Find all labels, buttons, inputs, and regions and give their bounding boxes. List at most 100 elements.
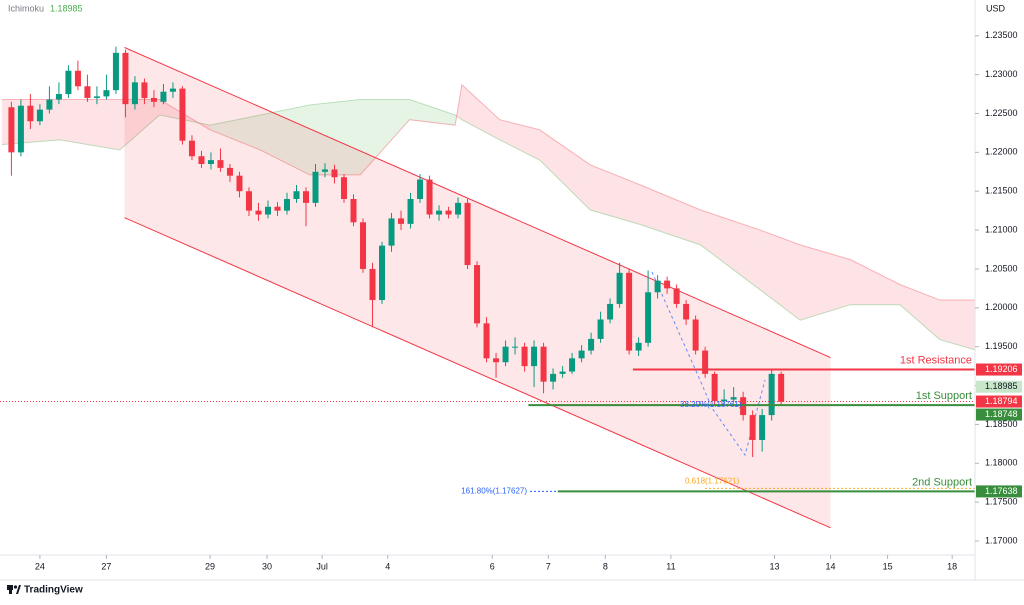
y-tick-label: 1.18000 <box>985 458 1018 468</box>
candle-body <box>322 169 328 172</box>
candle-body <box>597 319 604 339</box>
y-tick-label: 1.18500 <box>985 419 1018 429</box>
candle-body <box>312 171 319 203</box>
candle-body <box>578 350 585 359</box>
candle-body <box>217 160 224 168</box>
candle-body <box>46 99 53 110</box>
price-tag <box>976 363 1022 376</box>
price-tag-label: 1.18985 <box>985 381 1018 391</box>
candle-body <box>455 202 462 215</box>
candle-body <box>245 191 252 211</box>
candle-body <box>436 210 443 215</box>
x-tick-label: 11 <box>666 561 675 571</box>
price-tag <box>976 408 1022 421</box>
candle-body <box>65 70 72 95</box>
candle-body <box>474 265 481 324</box>
candle-body <box>654 280 661 293</box>
candle-body <box>84 86 91 98</box>
candle-body <box>274 206 281 211</box>
candle-body <box>426 179 433 215</box>
candle-body <box>445 210 452 215</box>
candle-body <box>169 88 176 92</box>
brand-name: TradingView <box>24 585 83 596</box>
y-tick-label: 1.21500 <box>985 186 1018 196</box>
cloud-segment <box>700 209 761 290</box>
candle-body <box>341 177 348 199</box>
candle-body <box>17 105 24 153</box>
candle-body <box>521 346 528 367</box>
candle-body <box>626 272 633 351</box>
y-tick-label: 1.19500 <box>985 341 1018 351</box>
cloud-segment <box>260 104 310 175</box>
price-tag-label: 1.18794 <box>985 396 1018 406</box>
candle-body <box>711 373 718 402</box>
cloud-layer <box>1 83 976 351</box>
cloud-segment <box>309 99 361 175</box>
candle-body <box>160 91 167 102</box>
candle-body <box>350 198 357 223</box>
y-tick-label: 1.22000 <box>985 147 1018 157</box>
candle-body <box>141 82 148 98</box>
x-tick-label: 18 <box>947 561 957 571</box>
y-tick-label: 1.17000 <box>985 535 1018 545</box>
cloud-segment <box>899 284 940 340</box>
candle-body <box>531 346 538 367</box>
candle-body <box>407 198 414 224</box>
cloud-segment <box>210 115 261 151</box>
candle-body <box>778 373 785 402</box>
candle-body <box>93 96 100 98</box>
cloud-segment <box>760 230 801 321</box>
x-tick-label: 29 <box>205 561 215 571</box>
candle-body <box>302 191 309 203</box>
candle-body <box>464 202 471 266</box>
candle-body <box>749 415 756 440</box>
candle-body <box>293 191 300 199</box>
level-label: 1st Resistance <box>900 354 972 366</box>
cloud-segment <box>409 99 456 126</box>
candle-body <box>730 397 737 400</box>
cloud-segment <box>119 99 160 151</box>
candle-body <box>692 319 699 351</box>
x-tick-label: 4 <box>385 561 390 571</box>
price-tag-label: 1.18748 <box>985 409 1018 419</box>
fib-label: 0.618(1.17621) <box>685 477 740 486</box>
level-label: 2nd Support <box>912 476 972 488</box>
candle-body <box>664 280 671 289</box>
price-tag <box>976 485 1022 498</box>
cloud-segment <box>539 129 591 210</box>
candle-body <box>103 90 110 97</box>
candle-body <box>179 88 186 141</box>
indicator-value: 1.18985 <box>50 3 83 13</box>
price-tag-label: 1.17638 <box>985 486 1018 496</box>
candles-layer <box>8 46 785 458</box>
indicator-name: Ichimoku <box>8 3 44 13</box>
cloud-segment <box>800 244 851 321</box>
x-tick-label: 8 <box>603 561 608 571</box>
cloud-segment <box>499 119 540 161</box>
candle-body <box>493 358 500 363</box>
candle-body <box>8 107 15 153</box>
candle-body <box>283 198 290 211</box>
cloud-segment <box>590 164 641 225</box>
candle-body <box>616 272 623 304</box>
candle-body <box>759 415 766 440</box>
x-tick-label: 30 <box>262 561 272 571</box>
candle-body <box>74 70 81 87</box>
candle-body <box>673 288 680 304</box>
x-tick-label: 15 <box>883 561 893 571</box>
candle-body <box>264 206 271 215</box>
fib-zigzag <box>651 271 766 457</box>
x-tick-label: 14 <box>826 561 836 571</box>
x-tick-label: 13 <box>769 561 779 571</box>
candle-body <box>588 338 595 351</box>
candle-body <box>226 167 233 176</box>
x-tick-label: 27 <box>101 561 111 571</box>
candle-body <box>188 140 195 157</box>
level-label: 1st Support <box>916 390 972 402</box>
candle-body <box>379 245 386 301</box>
y-tick-label: 1.23000 <box>985 69 1018 79</box>
candle-body <box>360 222 367 269</box>
candle-body <box>483 323 490 359</box>
candle-body <box>635 342 642 351</box>
